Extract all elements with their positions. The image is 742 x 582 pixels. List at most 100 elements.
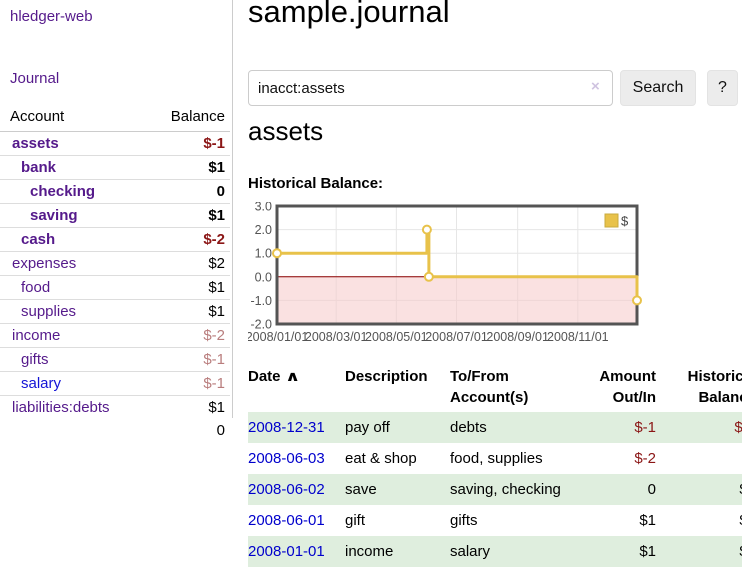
transaction-accounts: gifts: [450, 512, 478, 529]
transaction-balance: $2: [656, 474, 742, 505]
accounts-total-value: 0: [216, 422, 225, 439]
sidebar-account-link[interactable]: checking: [30, 183, 96, 200]
x-axis-tick-label: 2008/05/01: [365, 330, 428, 344]
transaction-amount: $-2: [634, 450, 656, 467]
account-balance: $1: [140, 155, 230, 180]
transaction-date-cell: 2008-12-31: [248, 412, 345, 443]
transaction-date-cell: 2008-01-01: [248, 536, 345, 567]
clear-search-icon[interactable]: ×: [591, 78, 600, 95]
account-balance: $-1: [203, 135, 225, 152]
account-row: gifts $-1: [0, 347, 230, 372]
data-point-marker: [272, 248, 282, 259]
transaction-description: pay off: [345, 419, 390, 436]
transaction-date-link[interactable]: 2008-01-01: [248, 543, 325, 560]
register-row: 2008-06-02 save saving, checking 0$2: [248, 474, 742, 505]
transaction-date-cell: 2008-06-03: [248, 443, 345, 474]
data-point-marker: [423, 271, 434, 282]
account-balance: $1: [140, 395, 230, 419]
y-axis-tick-label: -1.0: [250, 294, 272, 308]
register-col-balance: Historical Balance: [687, 368, 742, 406]
sidebar-account-link[interactable]: gifts: [21, 351, 49, 368]
sidebar-account-link[interactable]: income: [12, 327, 61, 344]
sidebar-account-link[interactable]: food: [21, 279, 51, 296]
account-balance: $1: [140, 299, 230, 324]
accounts-total-spacer: [0, 419, 141, 442]
transaction-date-cell: 2008-06-01: [248, 505, 345, 536]
sidebar-item-journal[interactable]: Journal: [10, 70, 60, 87]
accounts-col-account: Account: [0, 104, 141, 132]
y-axis-tick-label: 3.0: [255, 202, 272, 214]
register-col-description: Description: [345, 368, 428, 385]
sidebar-account-link[interactable]: saving: [30, 207, 78, 224]
account-row: saving $1: [0, 203, 230, 228]
account-row: liabilities:debts $1: [0, 395, 230, 419]
y-axis-tick-label: -2.0: [250, 318, 272, 332]
x-axis-tick-label: 2008/03/01: [305, 330, 368, 344]
transaction-date-link[interactable]: 2008-12-31: [248, 419, 325, 436]
search-form: × Search ?: [248, 70, 742, 106]
sort-ascending-icon: ∧: [284, 368, 300, 384]
register-col-amount: Amount Out/In: [599, 368, 656, 406]
data-point-marker: [421, 224, 432, 235]
x-axis-tick-label: 2008/01/01: [248, 330, 308, 344]
sidebar-account-link[interactable]: assets: [12, 135, 59, 152]
negative-region: [277, 276, 637, 324]
sidebar-account-link[interactable]: expenses: [12, 255, 77, 272]
accounts-header-row: Account Balance: [0, 104, 230, 132]
y-axis-tick-label: 1.0: [255, 247, 272, 261]
transaction-balance: $2: [656, 505, 742, 536]
search-button[interactable]: Search: [620, 70, 696, 106]
register-header-row: Date ∧ Description To/From Account(s) Amo…: [248, 362, 742, 412]
chart-heading: Historical Balance:: [248, 175, 384, 192]
transaction-date-link[interactable]: 2008-06-03: [248, 450, 325, 467]
historical-balance-chart: $3.0 2.0 1.0 0.0 -1.0 -2.02008/01/012008/03/0…: [248, 202, 642, 344]
register-row: 2008-12-31 pay off debts $-1 $-1: [248, 412, 742, 443]
transaction-description: income: [345, 543, 394, 560]
transaction-date-link[interactable]: 2008-06-02: [248, 481, 325, 498]
register-row: 2008-06-03 eat & shop food, supplies $-20: [248, 443, 742, 474]
transaction-balance: $1: [656, 536, 742, 567]
x-axis-tick-label: 2008/09/01: [486, 330, 549, 344]
legend-swatch: [604, 213, 619, 228]
main-content: sample.journal × Search ? assets Histori…: [248, 0, 742, 582]
sidebar: hledger-web Journal Account Balance asse…: [0, 0, 232, 582]
sidebar-account-link[interactable]: supplies: [21, 303, 77, 320]
transaction-date-cell: 2008-06-02: [248, 474, 345, 505]
accounts-table: Account Balance assets $-1 bank $1 checking 0…: [0, 104, 230, 442]
account-title: assets: [248, 116, 324, 146]
account-row: cash $-2: [0, 227, 230, 252]
transaction-date-link[interactable]: 2008-06-01: [248, 512, 325, 529]
transaction-amount: $-1: [634, 419, 656, 436]
register-col-accounts: To/From Account(s): [450, 368, 529, 406]
account-balance: $1: [140, 203, 230, 228]
account-balance: $-1: [140, 347, 230, 372]
x-axis-tick-label: 2008/07/01: [425, 330, 488, 344]
account-row: income $-2: [0, 323, 230, 348]
register-col-date[interactable]: Date ∧: [248, 368, 300, 385]
accounts-col-balance: Balance: [140, 104, 230, 132]
brand-link[interactable]: hledger-web: [10, 8, 93, 25]
y-axis-tick-label: 2.0: [255, 223, 272, 237]
account-row: salary $-1: [0, 371, 230, 396]
y-axis-tick-label: 0.0: [255, 270, 272, 284]
account-row: supplies $1: [0, 299, 230, 324]
transaction-description: gift: [345, 512, 366, 529]
sidebar-account-link[interactable]: salary: [21, 375, 62, 392]
account-balance: $-1: [140, 371, 230, 396]
account-balance: $2: [140, 251, 230, 276]
transaction-description: eat & shop: [345, 450, 417, 467]
transaction-balance: $-1: [734, 419, 742, 436]
transaction-accounts: debts: [450, 419, 487, 436]
account-balance: 0: [140, 179, 230, 204]
sidebar-account-link[interactable]: cash: [21, 231, 56, 248]
search-input[interactable]: [248, 70, 613, 106]
accounts-total-row: 0: [0, 419, 230, 442]
sidebar-account-link[interactable]: bank: [21, 159, 57, 176]
account-row: expenses $2: [0, 251, 230, 276]
account-row: checking 0: [0, 179, 230, 204]
sidebar-account-link[interactable]: liabilities:debts: [12, 399, 110, 416]
transaction-description: save: [345, 481, 377, 498]
page-title: sample.journal: [248, 0, 450, 29]
help-button[interactable]: ?: [707, 70, 738, 106]
account-balance: $-2: [140, 323, 230, 348]
